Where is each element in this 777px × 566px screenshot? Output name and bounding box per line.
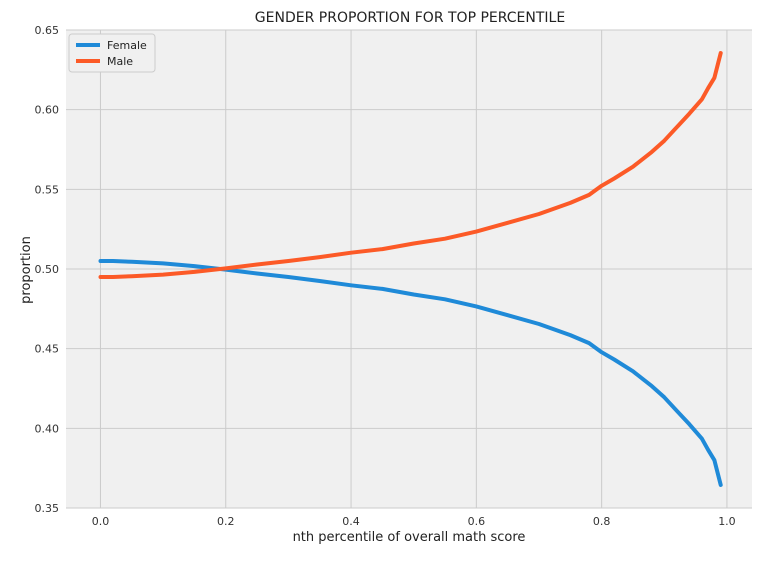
y-tick-label: 0.35 (35, 502, 60, 515)
chart-title: GENDER PROPORTION FOR TOP PERCENTILE (255, 10, 565, 26)
x-tick-label: 0.4 (342, 515, 360, 528)
y-tick-label: 0.60 (35, 104, 60, 117)
y-tick-label: 0.50 (35, 263, 60, 276)
x-tick-label: 0.8 (593, 515, 611, 528)
x-tick-label: 0.6 (468, 515, 486, 528)
legend-label-female: Female (107, 39, 147, 52)
tick-labels: 0.0 0.2 0.4 0.6 0.8 1.0 0.35 0.40 0.45 0.50 0.55 0.… (35, 24, 736, 528)
series-line-male (98, 51, 723, 279)
y-tick-label: 0.55 (35, 183, 60, 196)
x-tick-label: 0.2 (217, 515, 235, 528)
legend-label-male: Male (107, 55, 133, 68)
legend: Female Male (68, 33, 156, 73)
y-tick-label: 0.65 (35, 24, 60, 37)
x-tick-label: 1.0 (718, 515, 736, 528)
x-axis-label: nth percentile of overall math score (293, 530, 526, 545)
y-tick-label: 0.45 (35, 343, 60, 356)
y-tick-label: 0.40 (35, 422, 60, 435)
y-axis-label: proportion (19, 236, 34, 304)
x-tick-label: 0.0 (92, 515, 110, 528)
series-lines (98, 51, 723, 487)
